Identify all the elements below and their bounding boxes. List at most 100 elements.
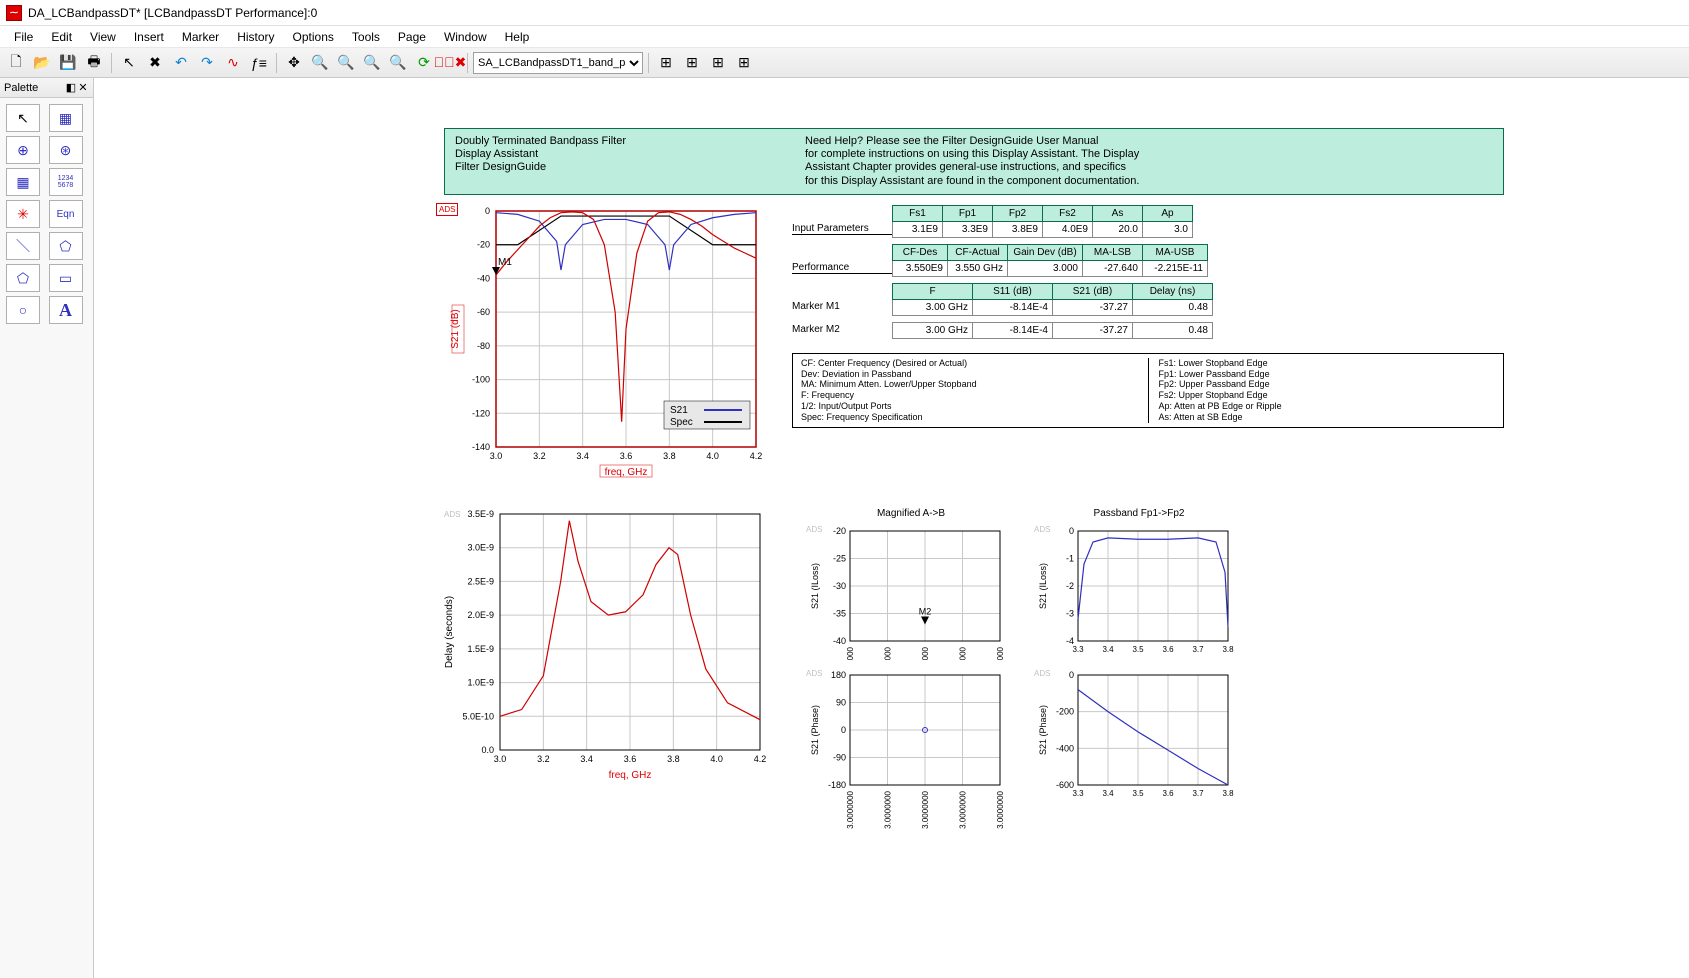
- svg-text:3.0: 3.0: [494, 754, 507, 764]
- palette-grid1-icon[interactable]: ▦: [49, 104, 83, 132]
- palette-polar2-icon[interactable]: ⊛: [49, 136, 83, 164]
- ads-tag: ADS: [436, 203, 458, 216]
- tool-a-icon[interactable]: ⊞: [654, 51, 678, 75]
- svg-text:-40: -40: [833, 636, 846, 646]
- equation-icon[interactable]: ƒ≡: [247, 51, 271, 75]
- svg-text:-600: -600: [1056, 780, 1074, 790]
- palette-poly2-icon[interactable]: ⬠: [6, 264, 40, 292]
- delete-icon[interactable]: ✖: [143, 51, 167, 75]
- mag-phase-chart: ADS 180900-90-1803.00000003.00000003.000…: [806, 669, 1016, 842]
- menu-file[interactable]: File: [6, 28, 41, 46]
- svg-text:4.0: 4.0: [706, 451, 719, 461]
- svg-text:-25: -25: [833, 553, 846, 563]
- refresh-icon[interactable]: ⟳: [412, 51, 436, 75]
- svg-text:S21: S21: [670, 405, 688, 416]
- svg-text:0: 0: [841, 725, 846, 735]
- palette-undock-icon[interactable]: ◧: [65, 81, 77, 94]
- palette-rect-icon[interactable]: ▭: [49, 264, 83, 292]
- menu-edit[interactable]: Edit: [43, 28, 80, 46]
- svg-text:-400: -400: [1056, 743, 1074, 753]
- mag-title: Magnified A->B: [806, 508, 1016, 519]
- svg-text:3.6: 3.6: [620, 451, 633, 461]
- stop-icon[interactable]: �⃞✖: [438, 51, 462, 75]
- svg-text:3.6: 3.6: [1162, 789, 1174, 798]
- palette-line-icon[interactable]: ＼: [6, 232, 40, 260]
- curve-icon[interactable]: ∿: [221, 51, 245, 75]
- menu-marker[interactable]: Marker: [174, 28, 227, 46]
- menu-help[interactable]: Help: [497, 28, 538, 46]
- tool-d-icon[interactable]: ⊞: [732, 51, 756, 75]
- svg-text:-30: -30: [833, 581, 846, 591]
- input-params-label: Input Parameters: [792, 205, 892, 235]
- open-icon[interactable]: 📂: [30, 51, 54, 75]
- tool-b-icon[interactable]: ⊞: [680, 51, 704, 75]
- svg-text:3.6: 3.6: [1162, 645, 1174, 654]
- svg-text:3.2: 3.2: [533, 451, 546, 461]
- performance-table: CF-DesCF-ActualGain Dev (dB)MA-LSBMA-USB…: [892, 244, 1208, 277]
- svg-text:S21 (Phase): S21 (Phase): [810, 705, 820, 755]
- pb-phase-chart: ADS 0-200-400-6003.33.43.53.63.73.8S21 (…: [1034, 669, 1244, 807]
- menu-page[interactable]: Page: [390, 28, 434, 46]
- menu-options[interactable]: Options: [285, 28, 342, 46]
- svg-text:-140: -140: [472, 442, 490, 452]
- palette-digits-icon[interactable]: 12345678: [49, 168, 83, 196]
- menu-tools[interactable]: Tools: [344, 28, 388, 46]
- svg-text:3.0000000: 3.0000000: [996, 790, 1005, 828]
- svg-text:3.0000000: 3.0000000: [959, 646, 968, 660]
- design-select[interactable]: SA_LCBandpassDT1_band_pa: [473, 52, 643, 74]
- palette-smith-icon[interactable]: ✳: [6, 200, 40, 228]
- svg-text:3.0000000: 3.0000000: [846, 646, 855, 660]
- svg-text:1.5E-9: 1.5E-9: [467, 644, 494, 654]
- menu-insert[interactable]: Insert: [126, 28, 172, 46]
- canvas[interactable]: Doubly Terminated Bandpass Filter Displa…: [94, 78, 1689, 978]
- menu-history[interactable]: History: [229, 28, 282, 46]
- pointer-icon[interactable]: ↖: [117, 51, 141, 75]
- new-icon[interactable]: 🗋: [4, 51, 28, 75]
- pan-icon[interactable]: ✥: [282, 51, 306, 75]
- palette-title: Palette: [4, 82, 38, 94]
- redo-icon[interactable]: ↷: [195, 51, 219, 75]
- save-icon[interactable]: 💾: [56, 51, 80, 75]
- svg-text:3.3: 3.3: [1072, 789, 1084, 798]
- svg-text:3.5: 3.5: [1132, 789, 1144, 798]
- palette-close-icon[interactable]: ✕: [77, 81, 89, 94]
- svg-text:S21 (dB): S21 (dB): [450, 309, 461, 348]
- svg-text:-80: -80: [477, 341, 490, 351]
- palette-eqn-icon[interactable]: Eqn: [49, 200, 83, 228]
- menu-view[interactable]: View: [82, 28, 124, 46]
- svg-text:3.7: 3.7: [1192, 789, 1204, 798]
- palette-pointer-icon[interactable]: ↖: [6, 104, 40, 132]
- svg-text:3.5: 3.5: [1132, 645, 1144, 654]
- svg-text:-2: -2: [1066, 581, 1074, 591]
- marker-table-2: 3.00 GHz-8.14E-4-37.270.48: [892, 322, 1213, 339]
- delay-chart: ADS 0.05.0E-101.0E-91.5E-92.0E-92.5E-93.…: [438, 508, 778, 797]
- palette-circle-icon[interactable]: ○: [6, 296, 40, 324]
- tool-c-icon[interactable]: ⊞: [706, 51, 730, 75]
- palette-polar1-icon[interactable]: ⊕: [6, 136, 40, 164]
- svg-text:freq, GHz: freq, GHz: [605, 467, 648, 478]
- print-icon[interactable]: 🖶: [82, 51, 106, 75]
- marker-table: FS11 (dB)S21 (dB)Delay (ns)3.00 GHz-8.14…: [892, 283, 1213, 316]
- svg-text:3.4: 3.4: [1102, 789, 1114, 798]
- palette-grid2-icon[interactable]: ▦: [6, 168, 40, 196]
- menu-window[interactable]: Window: [436, 28, 495, 46]
- svg-text:3.0000000: 3.0000000: [921, 646, 930, 660]
- svg-text:3.8: 3.8: [663, 451, 676, 461]
- palette-text-icon[interactable]: A: [49, 296, 83, 324]
- menubar: File Edit View Insert Marker History Opt…: [0, 26, 1689, 48]
- svg-text:-120: -120: [472, 408, 490, 418]
- undo-icon[interactable]: ↶: [169, 51, 193, 75]
- palette-panel: Palette ◧✕ ↖ ▦ ⊕ ⊛ ▦ 12345678 ✳ Eqn ＼ ⬠ …: [0, 78, 94, 978]
- svg-text:3.7: 3.7: [1192, 645, 1204, 654]
- palette-poly1-icon[interactable]: ⬠: [49, 232, 83, 260]
- zoom-out-icon[interactable]: 🔍: [386, 51, 410, 75]
- svg-text:3.3: 3.3: [1072, 645, 1084, 654]
- zoom-2-icon[interactable]: 🔍: [334, 51, 358, 75]
- svg-text:1.0E-9: 1.0E-9: [467, 677, 494, 687]
- svg-text:3.4: 3.4: [576, 451, 589, 461]
- svg-text:-20: -20: [477, 239, 490, 249]
- svg-text:-1: -1: [1066, 553, 1074, 563]
- svg-text:3.0000000: 3.0000000: [846, 790, 855, 828]
- zoom-3-icon[interactable]: 🔍: [360, 51, 384, 75]
- zoom-in-icon[interactable]: 🔍: [308, 51, 332, 75]
